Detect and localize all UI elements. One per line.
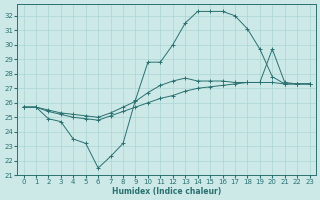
- X-axis label: Humidex (Indice chaleur): Humidex (Indice chaleur): [112, 187, 221, 196]
